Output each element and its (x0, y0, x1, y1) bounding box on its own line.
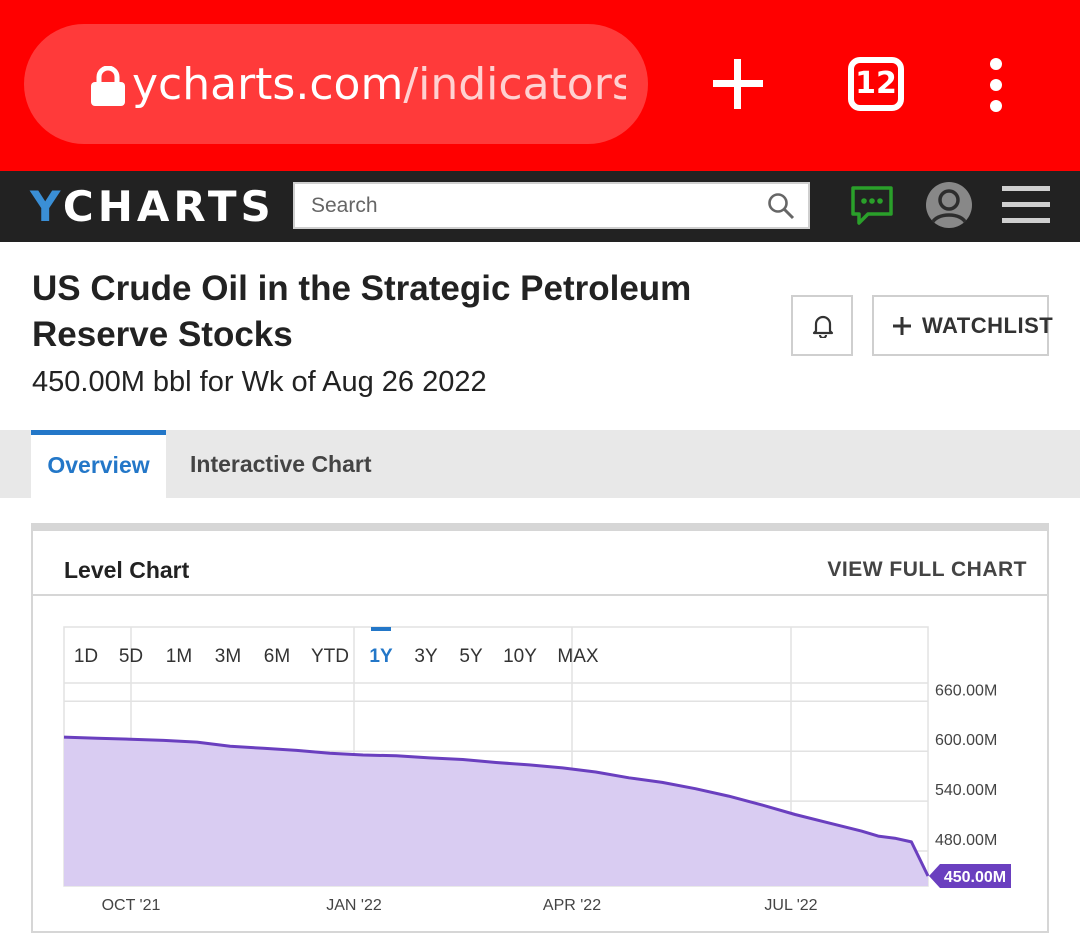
x-tick-label: JAN '22 (326, 897, 382, 914)
x-tick-label: OCT '21 (102, 897, 161, 914)
tab-interactive-chart[interactable]: Interactive Chart (190, 451, 372, 477)
user-icon (930, 189, 968, 225)
x-tick-label: APR '22 (543, 897, 601, 914)
plus-icon (893, 317, 911, 335)
range-button-max[interactable]: MAX (557, 646, 599, 667)
page-title: US Crude Oil in the Strategic Petroleum … (32, 269, 692, 354)
range-button-1m[interactable]: 1M (166, 646, 192, 667)
range-button-3m[interactable]: 3M (215, 646, 241, 667)
range-button-6m[interactable]: 6M (264, 646, 290, 667)
range-button-5d[interactable]: 5D (119, 646, 143, 667)
y-tick-label: 540.00M (935, 782, 997, 799)
range-button-10y[interactable]: 10Y (503, 646, 537, 667)
range-button-ytd[interactable]: YTD (311, 646, 349, 667)
selected-range-indicator (371, 627, 391, 631)
search-icon[interactable] (767, 192, 795, 220)
alert-button[interactable] (791, 295, 853, 356)
y-tick-label: 600.00M (935, 732, 997, 749)
ycharts-logo[interactable]: YCHARTS (30, 185, 275, 229)
url-host: ycharts.com (132, 59, 404, 110)
tab-overview[interactable]: Overview (31, 430, 166, 498)
tabs-bar: Overview Interactive Chart (0, 430, 1080, 498)
chat-icon[interactable] (850, 185, 894, 227)
logo-text: CHARTS (62, 182, 275, 231)
add-to-watchlist-button[interactable]: WATCHLIST (872, 295, 1053, 356)
range-button-3y[interactable]: 3Y (414, 646, 438, 667)
search-box (293, 182, 810, 229)
browser-toolbar: ycharts.com/indicators 12 (0, 0, 1080, 171)
card-divider (33, 594, 1047, 596)
url-text[interactable]: ycharts.com/indicators (132, 58, 626, 112)
new-tab-icon[interactable] (708, 54, 768, 114)
y-tick-label: 660.00M (935, 682, 997, 699)
range-button-5y[interactable]: 5Y (459, 646, 483, 667)
tab-switcher-button[interactable]: 12 (848, 57, 904, 111)
series-line (63, 735, 930, 877)
watchlist-label: WATCHLIST (922, 313, 1054, 338)
view-full-chart-link[interactable]: VIEW FULL CHART (827, 558, 1027, 581)
address-bar[interactable]: ycharts.com/indicators (24, 24, 648, 144)
range-button-1y[interactable]: 1Y (369, 646, 393, 667)
url-path: /indicators (403, 59, 626, 110)
more-menu-icon[interactable] (984, 58, 1008, 114)
last-value-badge (929, 864, 1011, 889)
logo-y: Y (30, 182, 63, 231)
user-avatar[interactable] (926, 182, 972, 228)
bell-icon (812, 315, 834, 338)
site-header: YCHARTS (0, 171, 1080, 242)
latest-value-text: 450.00M bbl for Wk of Aug 26 2022 (32, 366, 487, 398)
x-tick-label: JUL '22 (764, 897, 817, 914)
lock-icon (91, 66, 125, 106)
card-title: Level Chart (64, 557, 190, 583)
search-input[interactable] (311, 184, 751, 227)
last-value-label: 450.00M (944, 869, 1006, 886)
y-tick-label: 480.00M (935, 832, 997, 849)
series-area (64, 737, 928, 886)
hamburger-menu-icon[interactable] (1002, 184, 1050, 226)
range-button-1d[interactable]: 1D (74, 646, 98, 667)
